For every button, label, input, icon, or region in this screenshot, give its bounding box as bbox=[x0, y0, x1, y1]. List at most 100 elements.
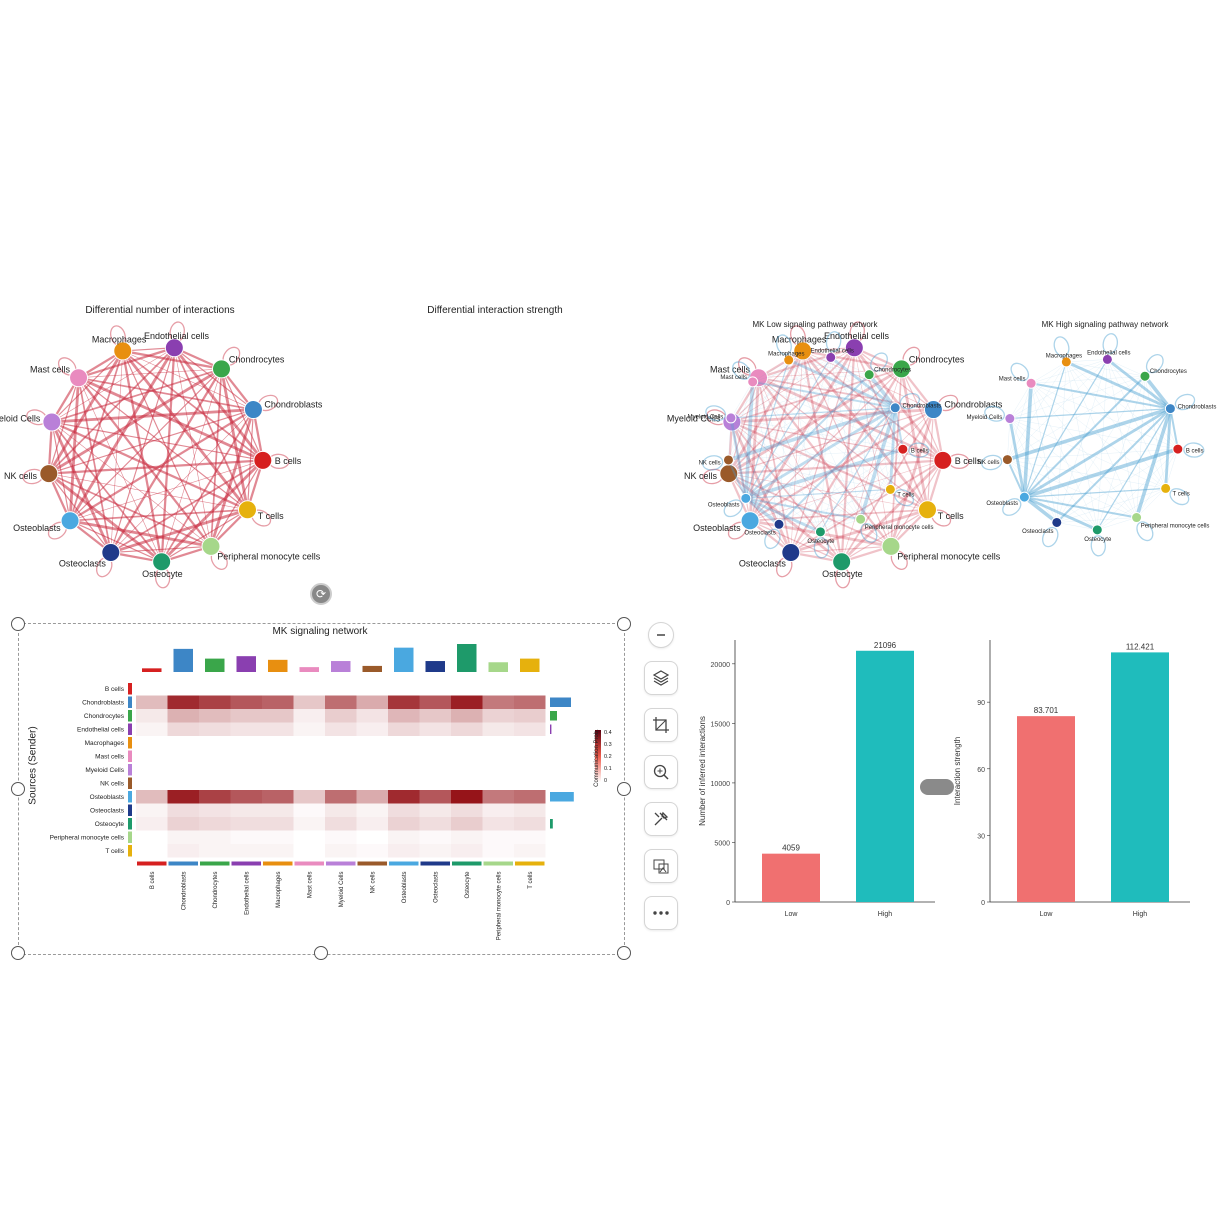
resize-handle-tr[interactable] bbox=[617, 617, 631, 631]
crop-button[interactable] bbox=[644, 708, 678, 742]
network-node bbox=[113, 341, 133, 361]
resize-handle-bl[interactable] bbox=[11, 946, 25, 960]
layers-button[interactable] bbox=[644, 661, 678, 695]
collapse-pill[interactable] bbox=[920, 779, 954, 795]
network-node bbox=[201, 536, 221, 556]
rotate-handle[interactable]: ⟳ bbox=[310, 583, 332, 605]
heatmap-row-label: Peripheral monocyte cells bbox=[50, 834, 125, 841]
network-edge bbox=[731, 420, 928, 511]
heatmap-cell bbox=[230, 844, 262, 858]
network-edge bbox=[830, 357, 891, 490]
resize-handle-ml[interactable] bbox=[11, 782, 25, 796]
heatmap-cell bbox=[136, 709, 168, 723]
tools-button[interactable] bbox=[644, 802, 678, 836]
heatmap-row-label: NK cells bbox=[100, 780, 125, 787]
resize-handle-br[interactable] bbox=[617, 946, 631, 960]
network-edge bbox=[1164, 408, 1172, 489]
heatmap-cell bbox=[230, 722, 262, 736]
network-edge bbox=[1031, 383, 1178, 450]
network-edge bbox=[820, 357, 831, 532]
heatmap-row-label: Macrophages bbox=[85, 740, 125, 747]
resize-handle-mr[interactable] bbox=[617, 782, 631, 796]
y-tick-label: 30 bbox=[977, 833, 985, 840]
network-edge bbox=[1007, 361, 1067, 460]
top-bar bbox=[142, 668, 162, 672]
network-edge bbox=[48, 472, 212, 548]
network-edge bbox=[1065, 360, 1171, 410]
network-edge bbox=[728, 459, 861, 520]
network-edge bbox=[1134, 408, 1173, 519]
heatmap-cell bbox=[482, 682, 514, 696]
layers-icon bbox=[652, 670, 670, 686]
heatmap-cell bbox=[293, 803, 325, 817]
replace-image-button[interactable] bbox=[644, 849, 678, 883]
col-color-strip bbox=[326, 861, 356, 866]
heatmap-col-label: B cells bbox=[150, 872, 156, 890]
y-tick-label: 20000 bbox=[711, 662, 731, 669]
network-edge bbox=[840, 459, 944, 563]
heatmap-cell bbox=[199, 722, 231, 736]
heatmap-cell bbox=[230, 830, 262, 844]
self-loop bbox=[899, 392, 920, 410]
heatmap-cell bbox=[262, 803, 294, 817]
network-edge bbox=[1097, 376, 1146, 530]
y-tick-label: 0 bbox=[981, 900, 985, 907]
network-edge bbox=[749, 350, 804, 521]
heatmap-cell bbox=[230, 817, 262, 831]
network-edge bbox=[728, 359, 789, 461]
network-edge bbox=[51, 421, 163, 563]
heatmap-cell bbox=[451, 763, 483, 777]
heatmap-cell bbox=[356, 844, 388, 858]
col-color-strip bbox=[452, 861, 482, 866]
network-edge bbox=[77, 377, 212, 548]
network-edge bbox=[1066, 359, 1108, 363]
node-label: Endothelial cells bbox=[144, 331, 210, 341]
network-node bbox=[1172, 443, 1184, 455]
network-edge bbox=[728, 347, 855, 475]
bar-data-label: 21096 bbox=[874, 641, 897, 650]
y-tick-label: 5000 bbox=[714, 840, 730, 847]
network-edge bbox=[730, 417, 891, 490]
network-edge bbox=[819, 407, 896, 533]
heatmap-title: MK signaling network bbox=[272, 626, 368, 637]
heatmap-legend-title: Communication Prob. bbox=[594, 729, 600, 787]
more-options-button[interactable] bbox=[644, 896, 678, 930]
network-edge bbox=[790, 409, 934, 553]
network-edge bbox=[790, 508, 928, 554]
network-edge bbox=[830, 357, 904, 450]
node-label: Osteocyte bbox=[142, 569, 183, 579]
row-color-strip bbox=[128, 764, 132, 776]
heatmap-cell bbox=[388, 682, 420, 696]
zoom-out-button[interactable] bbox=[648, 622, 674, 648]
row-color-strip bbox=[128, 723, 132, 735]
network-edge bbox=[788, 359, 821, 532]
heatmap-cell bbox=[262, 736, 294, 750]
network-edge bbox=[728, 449, 903, 461]
network-edge bbox=[1009, 418, 1178, 450]
heatmap-cell bbox=[514, 763, 546, 777]
network-node bbox=[1018, 491, 1030, 503]
network-edge bbox=[122, 350, 264, 462]
network-edge bbox=[730, 417, 903, 450]
network-node bbox=[740, 511, 760, 531]
zoom-in-button[interactable] bbox=[644, 755, 678, 789]
heatmap-col-label: Osteoclasts bbox=[433, 872, 439, 903]
heatmap-cell bbox=[451, 749, 483, 763]
network-edge bbox=[1169, 408, 1179, 450]
network-edge bbox=[788, 359, 891, 490]
network-edge bbox=[50, 421, 113, 554]
heatmap-cell bbox=[514, 830, 546, 844]
legend-tick: 0.1 bbox=[604, 766, 612, 772]
heatmap-cell bbox=[325, 817, 357, 831]
network-edge bbox=[1006, 406, 1171, 462]
resize-handle-tl[interactable] bbox=[11, 617, 25, 631]
network-edge bbox=[888, 407, 897, 490]
heatmap-cell bbox=[262, 776, 294, 790]
self-loop bbox=[984, 405, 1006, 422]
heatmap-cell bbox=[482, 736, 514, 750]
network-edge bbox=[210, 368, 223, 547]
network-edge bbox=[749, 408, 935, 522]
legend-tick: 0.3 bbox=[604, 742, 612, 748]
network-edge bbox=[778, 489, 891, 525]
resize-handle-bm[interactable] bbox=[314, 946, 328, 960]
